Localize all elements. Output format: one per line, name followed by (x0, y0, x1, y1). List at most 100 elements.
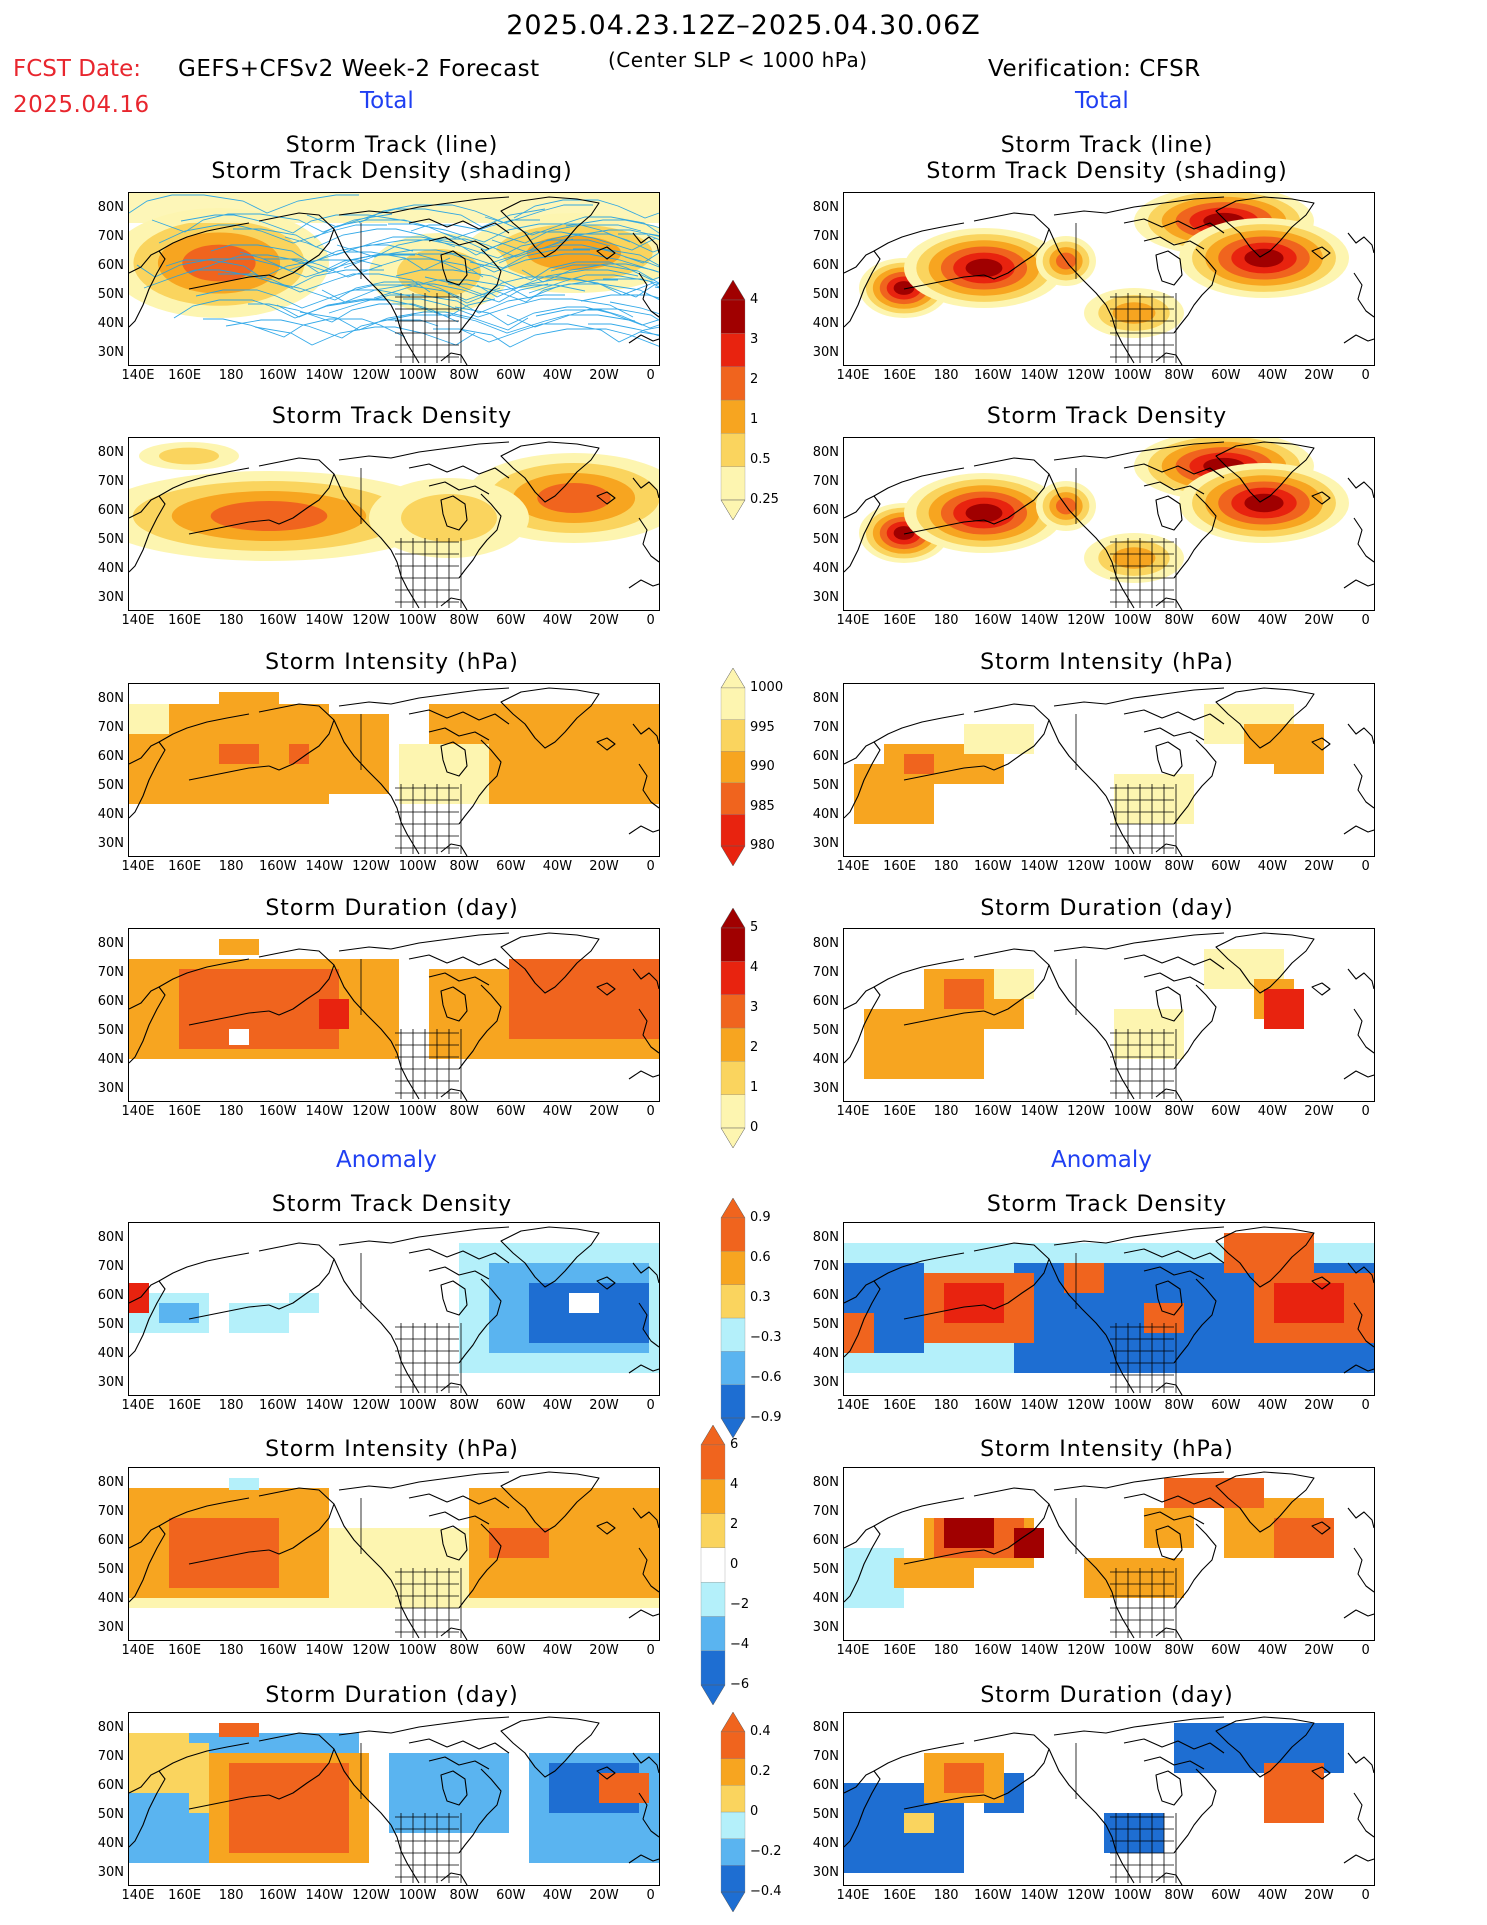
lon-tick-label: 60W (496, 1398, 526, 1413)
forecast-name: GEFS+CFSv2 Week-2 Forecast (178, 56, 540, 82)
lat-tick-label: 60N (97, 994, 124, 1009)
title-anom-duration-right: Storm Duration (day) (980, 1683, 1234, 1708)
map-anom-duration-forecast (128, 1712, 660, 1886)
lon-tick-label: 0 (1361, 1398, 1370, 1413)
lon-tick-label: 80W (449, 368, 479, 383)
map-anom-intensity-verification (843, 1467, 1375, 1641)
lat-tick-label: 30N (97, 836, 124, 851)
center-slp-note: (Center SLP < 1000 hPa) (608, 48, 868, 72)
lon-tick-label: 80W (1164, 1104, 1194, 1119)
map-canvas (844, 1471, 1374, 1640)
lat-tick-label: 40N (812, 807, 839, 822)
lon-tick-label: 80W (1164, 1888, 1194, 1903)
lon-tick-label: 20W (589, 1104, 619, 1119)
lon-tick-label: 100W (398, 368, 437, 383)
section-anomaly-left: Anomaly (336, 1147, 437, 1173)
colorbar-tick-label: 3 (750, 1000, 759, 1015)
lon-tick-label: 180 (218, 1398, 244, 1413)
lon-tick-label: 100W (398, 1643, 437, 1658)
lon-tick-label: 100W (1113, 1643, 1152, 1658)
colorbar-tick-label: −0.4 (750, 1884, 782, 1899)
colorbar-intensity_total (720, 668, 746, 866)
lon-tick-label: 140E (836, 1643, 870, 1658)
lat-tick-label: 40N (812, 1346, 839, 1361)
lon-tick-label: 160W (973, 613, 1012, 628)
lon-tick-label: 40W (542, 1888, 573, 1903)
lat-tick-label: 40N (97, 807, 124, 822)
lon-tick-label: 120W (1067, 368, 1105, 383)
lat-tick-label: 40N (812, 1052, 839, 1067)
lon-tick-label: 0 (646, 1398, 655, 1413)
map-anom-density-verification (843, 1222, 1375, 1396)
lon-tick-label: 140W (1020, 613, 1059, 628)
colorbar-duration_total (720, 908, 746, 1148)
lon-tick-label: 80W (449, 1643, 479, 1658)
lon-tick-label: 160E (883, 1104, 917, 1119)
lat-tick-label: 40N (97, 1836, 124, 1851)
lon-tick-label: 60W (1211, 1104, 1241, 1119)
lon-tick-label: 0 (646, 859, 655, 874)
lon-tick-label: 20W (589, 859, 619, 874)
colorbar-tick-label: −2 (730, 1597, 750, 1612)
lon-tick-label: 140W (1020, 859, 1059, 874)
map-canvas (129, 1226, 659, 1395)
lat-tick-label: 40N (97, 561, 124, 576)
lon-tick-label: 160E (168, 1643, 202, 1658)
lon-tick-label: 120W (352, 1888, 390, 1903)
lon-tick-label: 20W (1304, 859, 1334, 874)
lon-tick-label: 80W (1164, 613, 1194, 628)
colorbar-tick-label: 0.4 (750, 1724, 771, 1739)
lat-tick-label: 30N (812, 836, 839, 851)
lon-tick-label: 80W (1164, 1643, 1194, 1658)
lat-tick-label: 30N (97, 345, 124, 360)
lat-tick-label: 60N (97, 1288, 124, 1303)
lat-tick-label: 80N (97, 1230, 124, 1245)
lat-tick-label: 60N (812, 1533, 839, 1548)
colorbar-tick-label: 4 (750, 960, 759, 975)
lat-tick-label: 30N (812, 1375, 839, 1390)
lat-tick-label: 40N (97, 316, 124, 331)
lat-tick-label: 70N (97, 965, 124, 980)
colorbar-tick-label: −0.2 (750, 1844, 782, 1859)
lon-tick-label: 180 (933, 1643, 959, 1658)
lat-tick-label: 60N (97, 1533, 124, 1548)
title-track-shading-left: Storm Track Density (shading) (211, 159, 573, 184)
lon-tick-label: 0 (646, 613, 655, 628)
lon-tick-label: 140E (836, 1104, 870, 1119)
map-intensity-verification (843, 683, 1375, 857)
colorbar-tick-label: 980 (750, 838, 775, 853)
lon-tick-label: 180 (218, 1643, 244, 1658)
section-anomaly-right: Anomaly (1051, 1147, 1152, 1173)
lat-tick-label: 60N (97, 258, 124, 273)
lon-tick-label: 180 (933, 613, 959, 628)
title-intensity-left: Storm Intensity (hPa) (265, 650, 519, 675)
verification-label: Verification: CFSR (988, 56, 1201, 82)
title-track-shading-right: Storm Track Density (shading) (926, 159, 1288, 184)
colorbar-tick-label: 5 (750, 920, 759, 935)
lat-tick-label: 80N (97, 445, 124, 460)
lon-tick-label: 160E (883, 1643, 917, 1658)
lon-tick-label: 100W (398, 613, 437, 628)
lon-tick-label: 40W (542, 859, 573, 874)
lon-tick-label: 20W (1304, 1104, 1334, 1119)
colorbar-tick-label: 0 (730, 1557, 739, 1572)
lon-tick-label: 140W (1020, 1888, 1059, 1903)
lon-tick-label: 60W (496, 368, 526, 383)
lon-tick-label: 140W (1020, 1104, 1059, 1119)
lon-tick-label: 100W (1113, 1104, 1152, 1119)
lon-tick-label: 140E (121, 613, 155, 628)
lon-tick-label: 120W (352, 613, 390, 628)
map-canvas (844, 1223, 1374, 1395)
lon-tick-label: 20W (589, 368, 619, 383)
lon-tick-label: 0 (1361, 613, 1370, 628)
lon-tick-label: 120W (352, 1398, 390, 1413)
lat-tick-label: 60N (812, 994, 839, 1009)
colorbar-track_density_anom (720, 1198, 746, 1438)
title-density-left: Storm Track Density (271, 404, 513, 429)
colorbar-tick-label: 0.25 (750, 492, 779, 507)
lon-tick-label: 100W (398, 1398, 437, 1413)
lon-tick-label: 60W (496, 613, 526, 628)
lat-tick-label: 60N (812, 749, 839, 764)
lat-tick-label: 70N (97, 1504, 124, 1519)
lat-tick-label: 40N (812, 1836, 839, 1851)
